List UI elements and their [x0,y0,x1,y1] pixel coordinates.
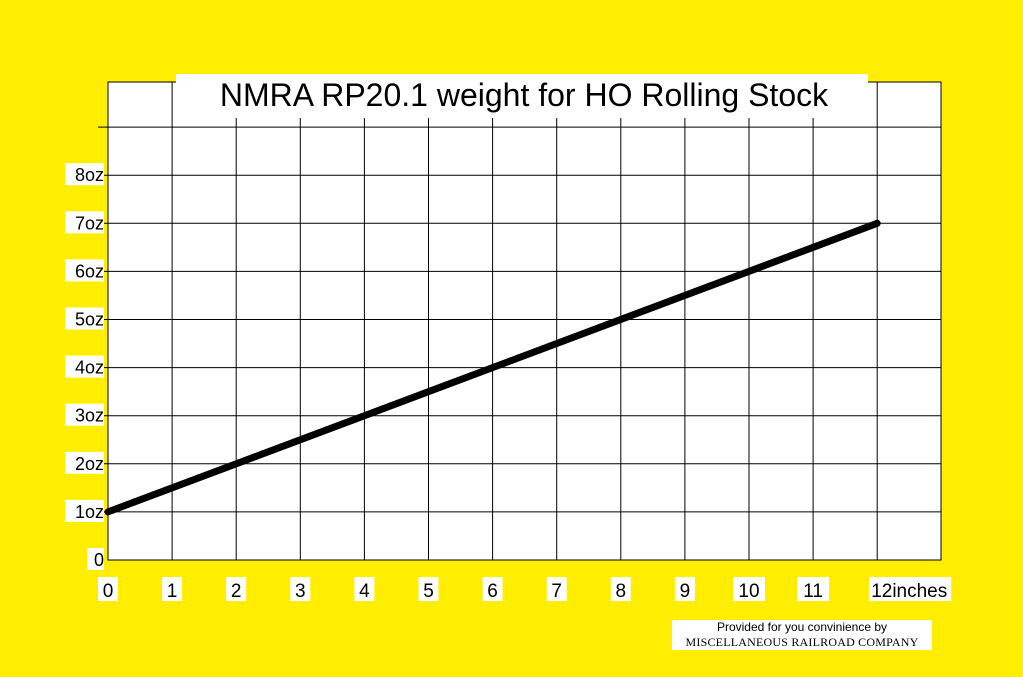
y-tick-label: 4oz [75,358,104,378]
y-tick-label-bg [65,163,104,186]
title-background [176,74,868,118]
credit-provided-text: Provided for you convinience by [716,620,888,634]
x-tick-label-bg [733,577,765,601]
x-tick-label-bg [418,577,439,601]
y-tick-label-bg [65,499,104,522]
x-tick-label-bg [290,577,311,601]
x-tick-label: 3 [295,581,306,602]
x-tick-label-bg [546,577,567,601]
y-tick-label: 7oz [75,213,104,233]
x-tick-label: 5 [423,581,434,602]
x-tick-label: 9 [680,581,691,602]
x-tick-label: 2 [231,581,242,602]
grid-lines [98,82,942,560]
x-tick-label: 8 [616,581,627,602]
x-tick-label: 0 [103,581,114,602]
x-tick-label-bg [610,577,631,601]
y-tick-label: 2oz [75,454,104,474]
x-tick-label: 4 [359,581,370,602]
y-tick-label-bg [65,259,104,282]
credit-company-name: MISCELLANEOUS RAILROAD COMPANY [685,635,919,649]
plot-area [107,81,942,561]
x-tick-label-bg [482,577,503,601]
y-tick-label-bg [65,355,104,378]
series-line [104,219,881,516]
x-tick-label: 1 [167,581,178,602]
y-tick-label: 8oz [75,165,104,185]
x-tick-label-bg [98,577,118,601]
x-tick-labels: 0 1 2 3 4 5 6 7 8 9 10 11 12inches [98,577,952,602]
x-tick-label-bg [674,577,695,601]
y-tick-label: 0 [94,550,104,570]
y-tick-label-bg [65,211,104,234]
credit-block: Provided for you convinience by MISCELLA… [672,620,932,650]
y-tick-label-bg [65,307,104,330]
y-tick-labels: 0 1oz 2oz 3oz 4oz 5oz 6oz 7oz 8oz [65,163,104,570]
x-tick-label: 12inches [871,581,947,602]
y-tick-label: 5oz [75,310,104,330]
y-tick-label-bg [87,548,104,570]
y-tick-label-bg [65,403,104,426]
x-tick-label: 11 [803,581,823,602]
y-tick-label: 1oz [75,502,104,522]
x-tick-label-bg [869,577,952,601]
y-tick-label-bg [65,451,104,474]
x-tick-label: 10 [738,581,759,602]
x-tick-label-bg [354,577,375,601]
x-tick-label-bg [162,577,183,601]
y-tick-label: 6oz [75,261,104,281]
chart-title: NMRA RP20.1 weight for HO Rolling Stock [220,77,829,113]
x-tick-label-bg [797,577,830,601]
y-tick-label: 3oz [75,406,104,426]
series-group [104,219,881,516]
x-tick-label: 6 [487,581,498,602]
x-tick-label: 7 [551,581,562,602]
x-tick-label-bg [226,577,247,601]
